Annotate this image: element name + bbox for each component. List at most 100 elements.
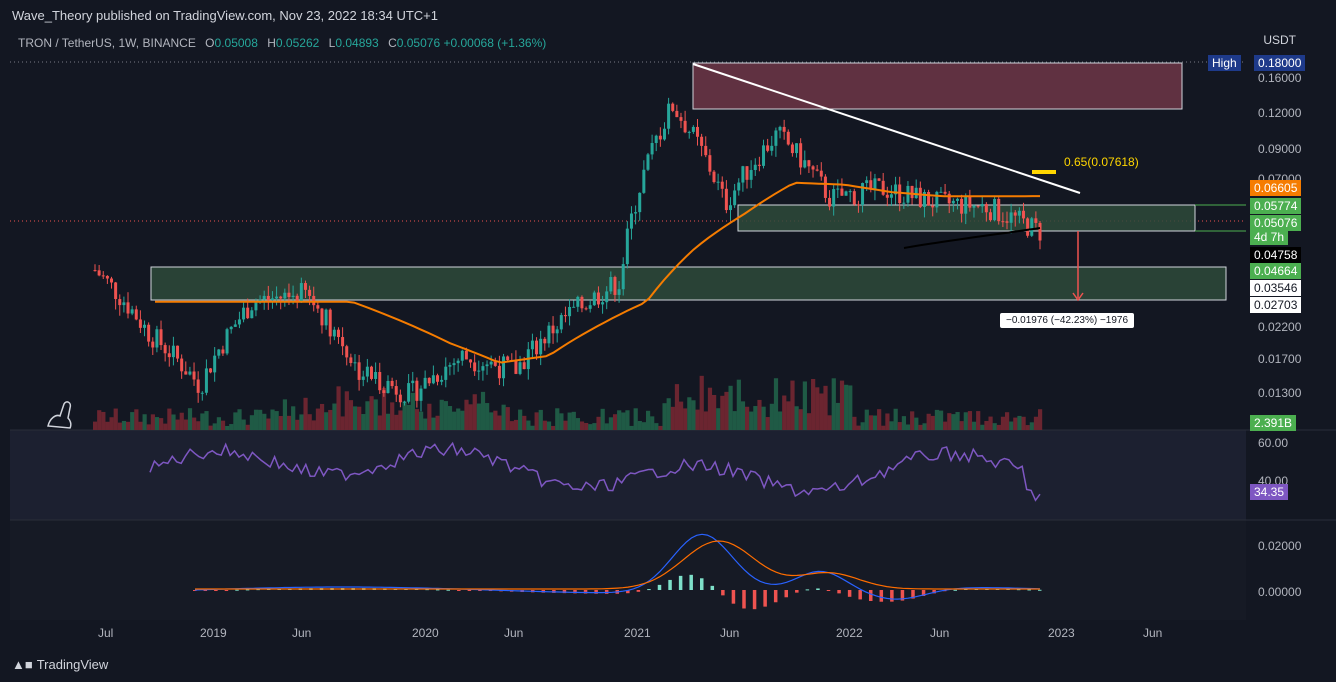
black-ma-line[interactable] (903, 227, 1041, 249)
candle-body (287, 292, 291, 298)
candle-body (143, 324, 147, 328)
volume-bar (109, 417, 114, 430)
volume-bar (291, 406, 296, 430)
volume-bar (827, 415, 832, 430)
volume-bar (146, 424, 151, 430)
volume-bar (419, 411, 424, 430)
volume-bar (1025, 425, 1030, 430)
volume-bar (588, 424, 593, 430)
candle-body (592, 292, 596, 306)
volume-bar (778, 411, 783, 430)
candle-body (634, 212, 638, 214)
candle-body (712, 171, 716, 183)
candle-body (638, 192, 642, 213)
brand-name[interactable]: TradingView (36, 657, 109, 672)
volume-bar (687, 397, 692, 430)
volume-bar (134, 409, 139, 430)
moving-average-line[interactable] (155, 181, 1040, 364)
volume-bar (724, 391, 729, 430)
volume-bar (423, 418, 428, 430)
volume-bar (592, 423, 597, 430)
volume-bar (823, 385, 828, 430)
volume-tag: 2.391B (1250, 415, 1297, 431)
candle-body (328, 309, 332, 337)
candle-body (687, 131, 691, 133)
volume-bar (385, 413, 391, 430)
macd-bar (573, 590, 577, 594)
candle-body (518, 362, 522, 374)
candle-body (279, 296, 283, 299)
candle-body (386, 380, 390, 394)
publisher-text: Wave_Theory published on TradingView.com… (12, 8, 438, 23)
candle-body (572, 306, 576, 308)
macd-bar (921, 590, 926, 596)
candle-body (353, 362, 357, 364)
macd-bar (784, 590, 788, 598)
candle-body (547, 325, 551, 344)
rsi-value-tag: 34.35 (1250, 484, 1289, 500)
candle-body (436, 375, 440, 382)
candle-body (1038, 222, 1042, 241)
macd-bar (636, 590, 641, 592)
volume-bar (802, 381, 807, 430)
candle-body (419, 388, 423, 401)
volume-bar (893, 408, 898, 430)
candle-body (246, 307, 250, 319)
symbol-name[interactable]: TRON / TetherUS, 1W, BINANCE (18, 36, 196, 50)
volume-bar (844, 384, 849, 430)
candle-body (155, 329, 159, 348)
signal-line[interactable] (195, 540, 1040, 590)
volume-bar (542, 420, 548, 430)
volume-bar (596, 416, 601, 430)
macd-bar (1038, 589, 1042, 591)
close-value: 0.05076 (396, 36, 441, 50)
macd-bar (245, 589, 250, 591)
price-tick: 0.12000 (1258, 106, 1302, 120)
price-tick: 0.16000 (1258, 71, 1302, 85)
volume-bar (142, 414, 147, 430)
candle-body (700, 136, 704, 146)
volume-bar (604, 423, 609, 430)
descending-trendline[interactable] (692, 63, 1081, 194)
candle-body (559, 315, 563, 330)
candle-body (209, 368, 213, 373)
macd-bar (805, 589, 810, 591)
high-value: 0.05262 (275, 36, 320, 50)
volume-bar (914, 417, 919, 430)
volume-bar (641, 422, 647, 430)
candle-body (984, 204, 988, 213)
candle-body (861, 183, 865, 206)
volume-bar (860, 422, 865, 430)
macd-bar (446, 589, 450, 591)
volume-bar (229, 424, 234, 430)
candle-body (584, 308, 588, 310)
volume-bar (480, 391, 486, 430)
candle-body (242, 307, 246, 320)
candle-body (828, 197, 832, 207)
lower-support-zone[interactable] (150, 266, 1227, 301)
volume-bar (918, 424, 923, 430)
candle-body (114, 282, 118, 300)
candle-body (332, 329, 336, 337)
volume-bar (695, 409, 700, 430)
volume-bar (402, 401, 407, 430)
volume-bar (967, 411, 973, 430)
macd-line[interactable] (194, 533, 1041, 600)
candle-body (147, 324, 151, 342)
macd-bar (467, 590, 472, 591)
candle-body (204, 368, 208, 393)
volume-bar (930, 415, 935, 430)
volume-bar (559, 413, 564, 430)
volume-bar (563, 420, 568, 430)
candle-body (795, 143, 799, 154)
candle-body (452, 363, 456, 366)
volume-bar (848, 385, 853, 430)
rsi-line[interactable] (149, 441, 1041, 502)
candle-body (489, 361, 493, 365)
fib-label: 0.65(0.07618) (1064, 155, 1139, 169)
volume-bar (922, 423, 927, 430)
volume-bar (357, 406, 362, 430)
countdown-tag: 4d 7h (1250, 229, 1289, 245)
resistance-zone[interactable] (692, 62, 1183, 110)
